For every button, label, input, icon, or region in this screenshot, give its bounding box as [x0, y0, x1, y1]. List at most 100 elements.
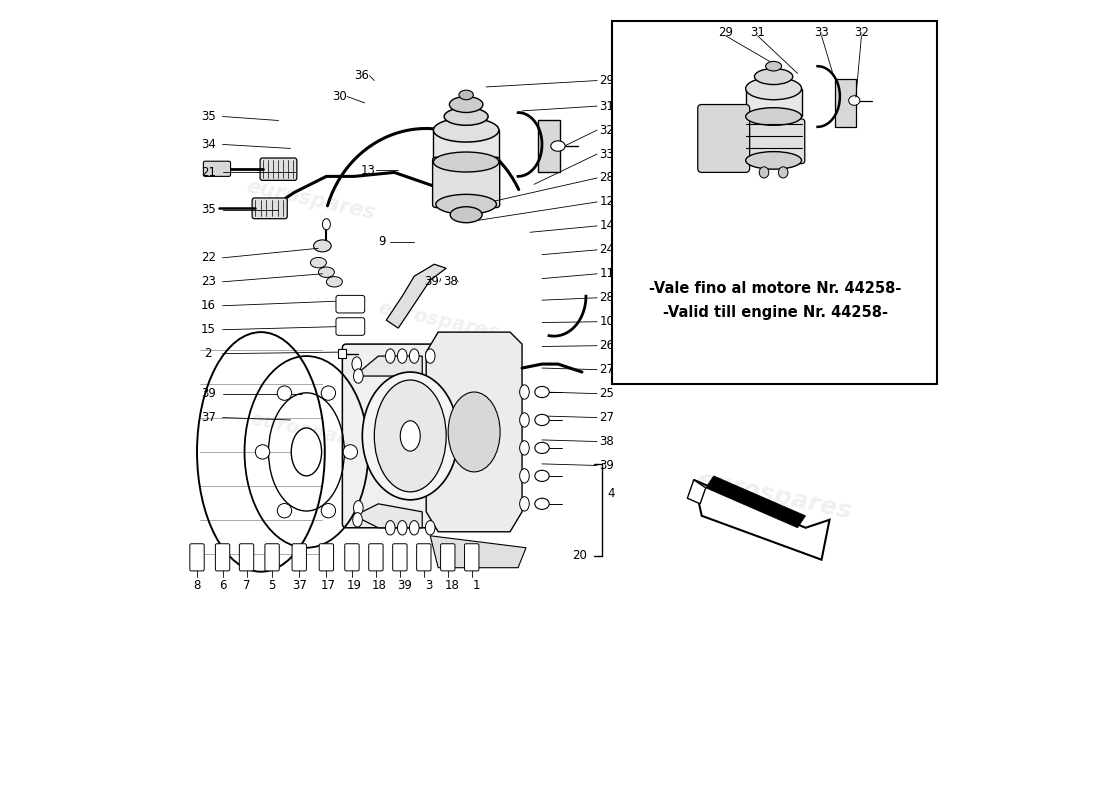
Ellipse shape: [292, 428, 321, 476]
Ellipse shape: [519, 385, 529, 399]
Ellipse shape: [459, 90, 473, 100]
Ellipse shape: [433, 152, 499, 172]
Ellipse shape: [450, 206, 482, 222]
Text: 35: 35: [201, 110, 216, 123]
FancyBboxPatch shape: [260, 158, 297, 180]
Text: 35: 35: [201, 203, 216, 217]
Ellipse shape: [444, 108, 488, 126]
Polygon shape: [354, 356, 422, 376]
FancyBboxPatch shape: [342, 344, 478, 528]
Ellipse shape: [426, 349, 434, 363]
Text: 39: 39: [201, 387, 216, 400]
Ellipse shape: [755, 69, 793, 85]
Ellipse shape: [409, 349, 419, 363]
FancyBboxPatch shape: [432, 158, 499, 207]
FancyBboxPatch shape: [441, 544, 455, 571]
Text: 1: 1: [473, 578, 481, 592]
Text: 34: 34: [201, 138, 216, 151]
Ellipse shape: [385, 349, 395, 363]
Text: 25: 25: [600, 387, 614, 400]
Text: 37: 37: [201, 411, 216, 424]
Polygon shape: [426, 332, 522, 532]
Circle shape: [255, 445, 270, 459]
Ellipse shape: [385, 521, 395, 535]
Text: 37: 37: [292, 578, 307, 592]
Text: 23: 23: [201, 275, 216, 288]
Text: 7: 7: [243, 578, 251, 592]
FancyBboxPatch shape: [393, 544, 407, 571]
Polygon shape: [694, 480, 829, 560]
Ellipse shape: [551, 141, 565, 151]
Circle shape: [321, 386, 336, 400]
Text: 29: 29: [718, 26, 734, 39]
FancyBboxPatch shape: [368, 544, 383, 571]
Text: 36: 36: [354, 70, 368, 82]
Text: 5: 5: [268, 578, 276, 592]
Text: 18: 18: [372, 578, 386, 592]
FancyBboxPatch shape: [336, 295, 365, 313]
Text: 33: 33: [814, 26, 829, 39]
FancyBboxPatch shape: [613, 21, 937, 384]
Text: 9: 9: [378, 235, 386, 248]
FancyBboxPatch shape: [464, 544, 478, 571]
Text: 14: 14: [600, 219, 614, 233]
FancyBboxPatch shape: [292, 544, 307, 571]
Ellipse shape: [353, 501, 363, 515]
Ellipse shape: [353, 513, 362, 527]
Ellipse shape: [519, 469, 529, 483]
Polygon shape: [688, 480, 706, 504]
Ellipse shape: [519, 413, 529, 427]
FancyBboxPatch shape: [265, 544, 279, 571]
FancyBboxPatch shape: [216, 544, 230, 571]
Text: 32: 32: [854, 26, 869, 39]
Ellipse shape: [310, 258, 327, 268]
Text: 39: 39: [425, 275, 439, 288]
Text: 32: 32: [600, 123, 614, 137]
Ellipse shape: [352, 357, 362, 371]
Text: 33: 33: [600, 147, 614, 161]
Text: 27: 27: [600, 411, 614, 424]
Text: 6: 6: [219, 578, 227, 592]
FancyBboxPatch shape: [344, 544, 359, 571]
Ellipse shape: [759, 167, 769, 178]
Circle shape: [277, 386, 292, 400]
FancyBboxPatch shape: [538, 121, 560, 172]
Circle shape: [343, 445, 358, 459]
FancyBboxPatch shape: [742, 119, 805, 164]
FancyBboxPatch shape: [336, 318, 365, 335]
Ellipse shape: [519, 497, 529, 511]
Text: 29: 29: [600, 74, 614, 87]
Text: 16: 16: [200, 299, 216, 312]
Text: eurospares: eurospares: [249, 410, 373, 454]
Polygon shape: [706, 476, 805, 528]
Text: 38: 38: [600, 435, 614, 448]
Ellipse shape: [849, 96, 860, 106]
Text: 21: 21: [200, 166, 216, 179]
Polygon shape: [430, 536, 526, 568]
FancyBboxPatch shape: [252, 198, 287, 218]
FancyBboxPatch shape: [835, 79, 856, 127]
Text: 39: 39: [397, 578, 412, 592]
Text: 31: 31: [600, 100, 614, 113]
Ellipse shape: [779, 167, 788, 178]
FancyBboxPatch shape: [433, 130, 499, 162]
Text: 20: 20: [572, 550, 587, 562]
Polygon shape: [386, 264, 447, 328]
Ellipse shape: [746, 152, 802, 170]
Ellipse shape: [362, 372, 459, 500]
Ellipse shape: [436, 194, 496, 214]
Text: 19: 19: [346, 578, 362, 592]
Ellipse shape: [450, 97, 483, 113]
Text: 4: 4: [607, 487, 615, 500]
Ellipse shape: [353, 369, 363, 383]
Text: 26: 26: [600, 339, 614, 352]
Text: 8: 8: [194, 578, 200, 592]
Text: 3: 3: [425, 578, 432, 592]
Ellipse shape: [426, 521, 434, 535]
Ellipse shape: [374, 380, 447, 492]
Ellipse shape: [535, 470, 549, 482]
Text: 18: 18: [446, 578, 460, 592]
Ellipse shape: [746, 108, 802, 126]
Ellipse shape: [318, 267, 334, 278]
Ellipse shape: [766, 62, 782, 71]
